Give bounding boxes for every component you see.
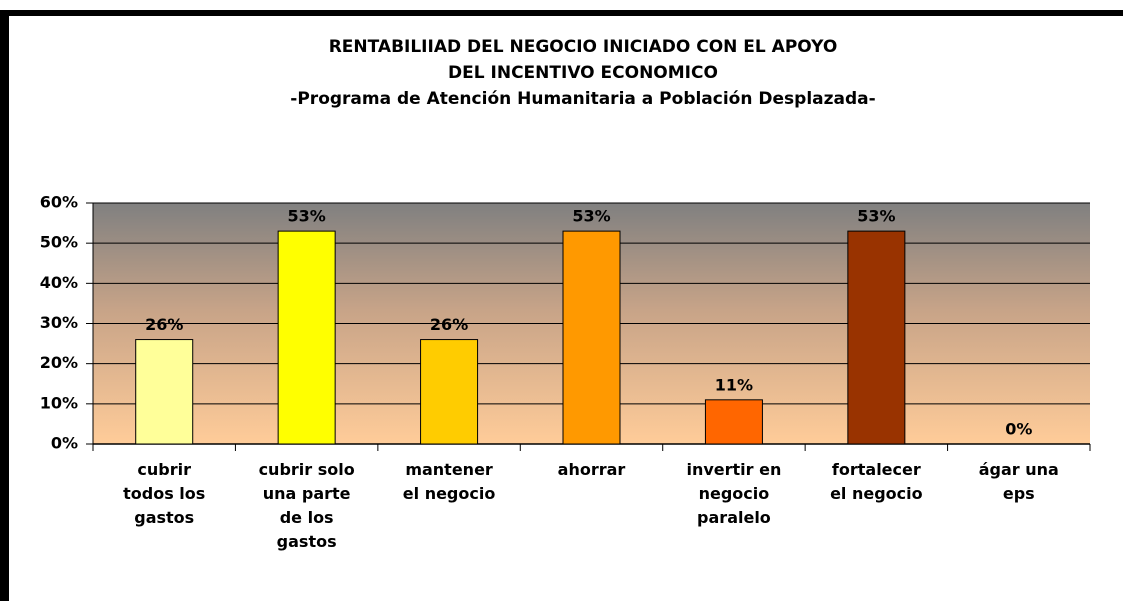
y-tick-label: 40% (40, 273, 78, 292)
x-tick-label: mantener el negocio (402, 460, 496, 503)
chart-subtitle: -Programa de Atención Humanitaria a Pobl… (290, 89, 876, 109)
bar (847, 230, 906, 445)
frame-top (0, 10, 1123, 16)
frame-left (0, 10, 9, 601)
chart-title: RENTABILIIAD DEL NEGOCIO INICIADO CON EL… (328, 37, 838, 83)
data-label: 53% (572, 207, 610, 226)
x-tick-label: cubrir solo una parte de los gastos (258, 460, 355, 551)
data-label: 53% (287, 207, 325, 226)
data-label: 26% (430, 315, 468, 334)
x-tick-label: ahorrar (557, 460, 626, 479)
data-label: 26% (145, 315, 183, 334)
y-tick-label: 0% (51, 434, 78, 453)
bar (420, 339, 479, 445)
y-tick-label: 10% (40, 393, 78, 412)
data-label: 0% (1005, 420, 1032, 439)
y-tick-label: 50% (40, 233, 78, 252)
y-tick-label: 60% (40, 193, 78, 212)
data-label: 11% (715, 375, 753, 394)
bar (135, 339, 194, 445)
x-tick-label: invertir en negocio paralelo (686, 460, 782, 527)
y-tick-label: 30% (40, 313, 78, 332)
bar (277, 230, 336, 445)
y-tick-label: 20% (40, 353, 78, 372)
x-tick-label: ágar una eps (978, 460, 1059, 503)
x-tick-label: cubrir todos los gastos (123, 460, 206, 527)
bar (562, 230, 621, 445)
x-tick-label: fortalecer el negocio (830, 460, 923, 503)
bar (704, 399, 763, 445)
data-label: 53% (857, 207, 895, 226)
